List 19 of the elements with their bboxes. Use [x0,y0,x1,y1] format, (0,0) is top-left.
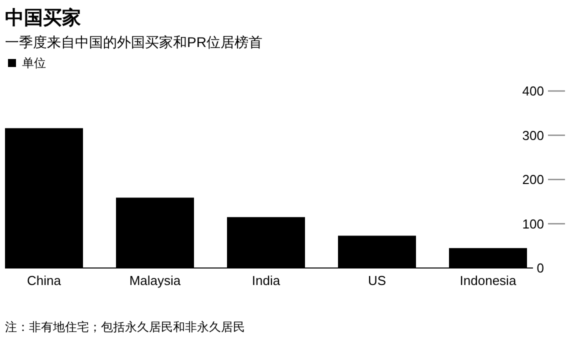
chart-title: 中国买家 [5,7,81,29]
x-tick-label: China [27,273,62,288]
x-tick-label: Indonesia [460,273,517,288]
legend: 单位 [8,56,46,70]
y-tick: 400 [522,84,565,98]
x-tick-label: US [368,273,386,288]
x-tick-label: India [252,273,281,288]
y-tick-label: 200 [522,172,544,187]
x-tick-label: Malaysia [129,273,182,288]
y-tick: 100 [522,216,565,232]
legend-label: 单位 [22,56,46,70]
y-tick: 300 [522,128,565,143]
text: 注：非有地住宅；包括永久居民和非永久居民 [5,320,245,334]
y-tick: 0 [536,260,544,276]
y-tick-label: 300 [522,128,544,143]
chart-subtitle: 一季度来自中国的外国买家和PR位居榜首 [5,34,262,50]
y-tick-label: 100 [522,216,544,232]
y-tick-label: 400 [522,84,544,98]
y-tick: 200 [522,172,565,187]
